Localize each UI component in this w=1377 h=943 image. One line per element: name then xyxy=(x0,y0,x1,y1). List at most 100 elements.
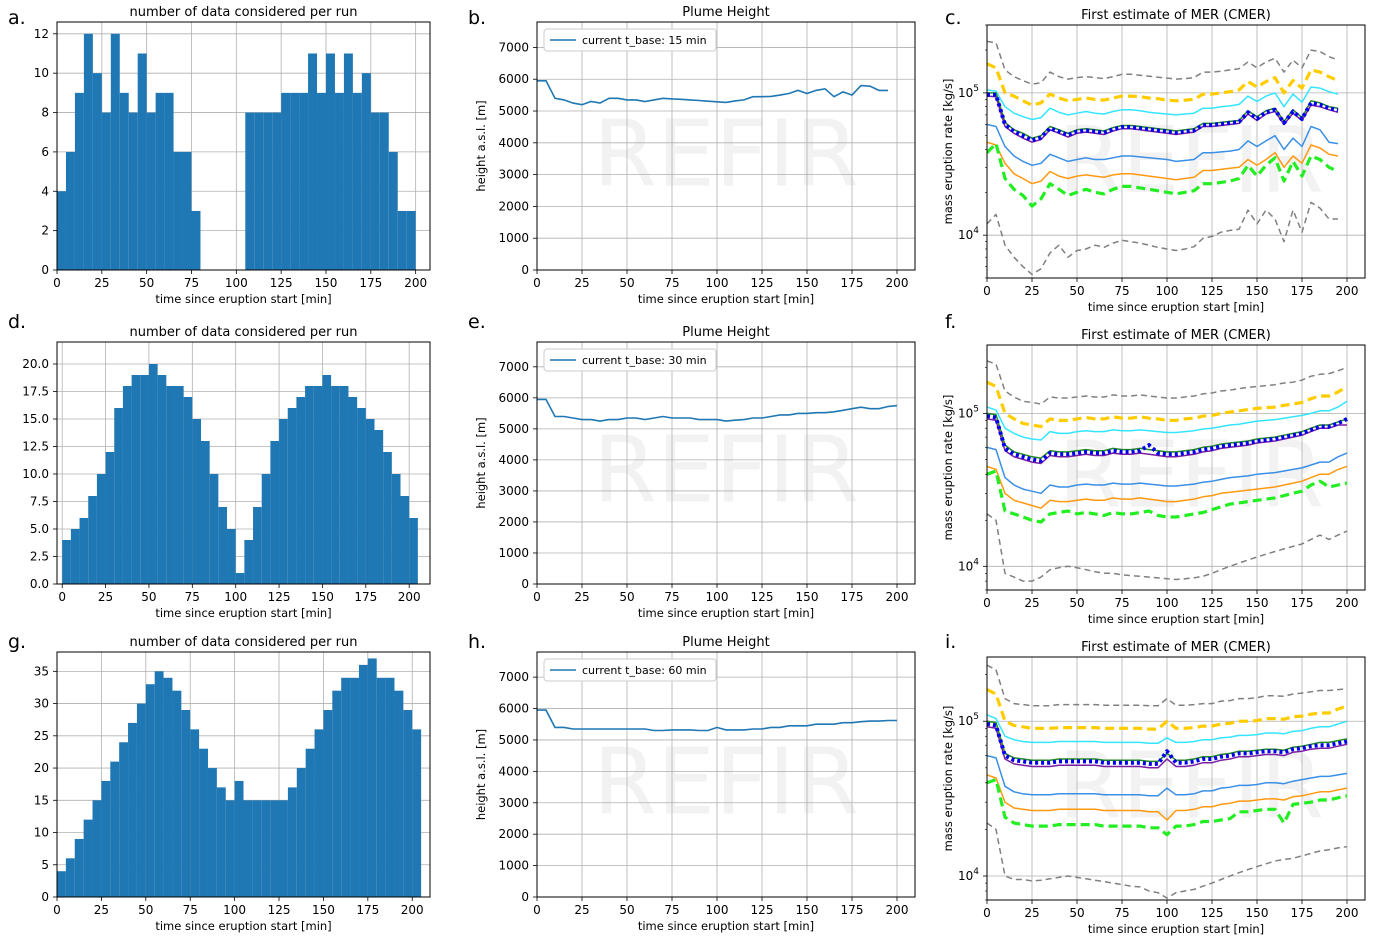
series-line-lime xyxy=(987,777,1348,837)
y-tick-label: 5000 xyxy=(498,104,529,118)
panel-a: a. number of data considered per run 0 25 50… xyxy=(8,5,431,306)
y-tick-label: 10.0 xyxy=(22,467,49,481)
bar xyxy=(332,690,342,897)
series-line-outer-high xyxy=(987,360,1348,405)
x-tick-label: 25 xyxy=(574,903,589,917)
x-tick-label: 25 xyxy=(94,903,109,917)
axes-frame xyxy=(536,341,916,585)
bar xyxy=(110,33,120,270)
bar xyxy=(128,722,137,897)
bar xyxy=(74,838,84,897)
bar xyxy=(272,112,282,270)
bar xyxy=(343,53,353,270)
x-tick-label: 200 xyxy=(886,903,909,917)
bar xyxy=(334,92,344,270)
y-tick-label: 12 xyxy=(34,27,49,41)
bar xyxy=(173,151,183,270)
x-tick-label: 50 xyxy=(139,276,154,290)
y-tick-label: 15 xyxy=(34,793,49,807)
chart-title: number of data considered per run xyxy=(130,325,358,340)
panel-e: e. Plume Height REFIR 0 25 50 75 100 125 150 175 20… xyxy=(468,311,916,620)
x-tick-label: 175 xyxy=(354,590,377,604)
y-tick-label: 0 xyxy=(41,263,49,277)
bar xyxy=(110,761,120,897)
series-line-outer-high xyxy=(987,664,1348,707)
y-tick-label: 35 xyxy=(34,664,49,678)
x-tick-label: 25 xyxy=(574,276,589,290)
series-line-orange xyxy=(987,774,1348,821)
y-tick-label: 7.5 xyxy=(30,495,49,509)
bar xyxy=(296,397,306,584)
x-tick-label: 125 xyxy=(1201,284,1224,298)
bar xyxy=(101,780,111,897)
bar xyxy=(92,800,102,897)
bar xyxy=(83,33,93,270)
x-tick-label: 150 xyxy=(315,276,338,290)
bar xyxy=(367,658,377,897)
panel-letter: i. xyxy=(945,631,956,653)
bar xyxy=(385,677,395,897)
y-tick-label: 7000 xyxy=(498,40,529,54)
x-tick-label: 175 xyxy=(841,276,864,290)
axes-frame xyxy=(56,341,431,585)
y-tick-label: 2000 xyxy=(498,827,529,841)
bar xyxy=(62,540,71,584)
panel-letter: d. xyxy=(8,311,26,333)
y-tick-label: 104 xyxy=(958,226,979,242)
y-tick-label: 12.5 xyxy=(22,440,49,454)
x-tick-label: 125 xyxy=(751,903,774,917)
y-tick-label: 2.5 xyxy=(30,550,49,564)
x-tick-label: 50 xyxy=(1069,906,1084,920)
bar xyxy=(174,386,184,584)
bar xyxy=(341,677,351,897)
series-line xyxy=(537,398,898,422)
bar xyxy=(270,800,280,897)
x-tick-label: 200 xyxy=(886,590,909,604)
series-line-cyan xyxy=(987,86,1339,121)
bar xyxy=(403,710,413,897)
y-tick-label: 20.0 xyxy=(22,357,49,371)
y-tick-label: 5000 xyxy=(498,733,529,747)
x-tick-label: 150 xyxy=(796,590,819,604)
x-tick-label: 125 xyxy=(1201,596,1224,610)
bar xyxy=(325,53,335,270)
x-tick-label: 0 xyxy=(533,276,541,290)
x-tick-label: 150 xyxy=(796,903,819,917)
plot-area xyxy=(537,709,897,732)
x-tick-label: 75 xyxy=(664,903,679,917)
y-tick-label: 6 xyxy=(41,145,49,159)
x-tick-label: 200 xyxy=(404,276,427,290)
bar xyxy=(105,452,115,584)
watermark: REFIR xyxy=(593,729,859,836)
x-tick-label: 100 xyxy=(223,903,246,917)
bar xyxy=(172,690,182,897)
bar xyxy=(65,151,75,270)
y-tick-label: 7000 xyxy=(498,670,529,684)
bar xyxy=(281,92,291,270)
y-tick-label: 5.0 xyxy=(30,522,49,536)
bar xyxy=(383,452,392,584)
bar xyxy=(154,671,164,897)
bar xyxy=(323,710,333,897)
x-axis-label: time since eruption start [min] xyxy=(155,292,331,306)
y-tick-label: 1000 xyxy=(498,231,529,245)
x-tick-label: 50 xyxy=(138,903,153,917)
bar xyxy=(157,375,167,584)
bar xyxy=(216,787,226,897)
x-tick-label: 100 xyxy=(706,590,729,604)
bar xyxy=(245,112,255,270)
x-axis-label: time since eruption start [min] xyxy=(1088,612,1264,626)
y-tick-label: 15.0 xyxy=(22,412,49,426)
x-tick-label: 100 xyxy=(1156,284,1179,298)
series-line xyxy=(537,709,897,732)
bar xyxy=(191,210,201,270)
x-tick-label: 100 xyxy=(225,276,248,290)
plot-area xyxy=(987,40,1339,276)
panel-i: i. First estimate of MER (CMER) REFIR 0 25 50… xyxy=(941,631,1366,936)
bar xyxy=(207,768,217,897)
series-line-outer-low xyxy=(987,201,1338,276)
x-tick-label: 75 xyxy=(1114,596,1129,610)
bar xyxy=(314,729,324,897)
